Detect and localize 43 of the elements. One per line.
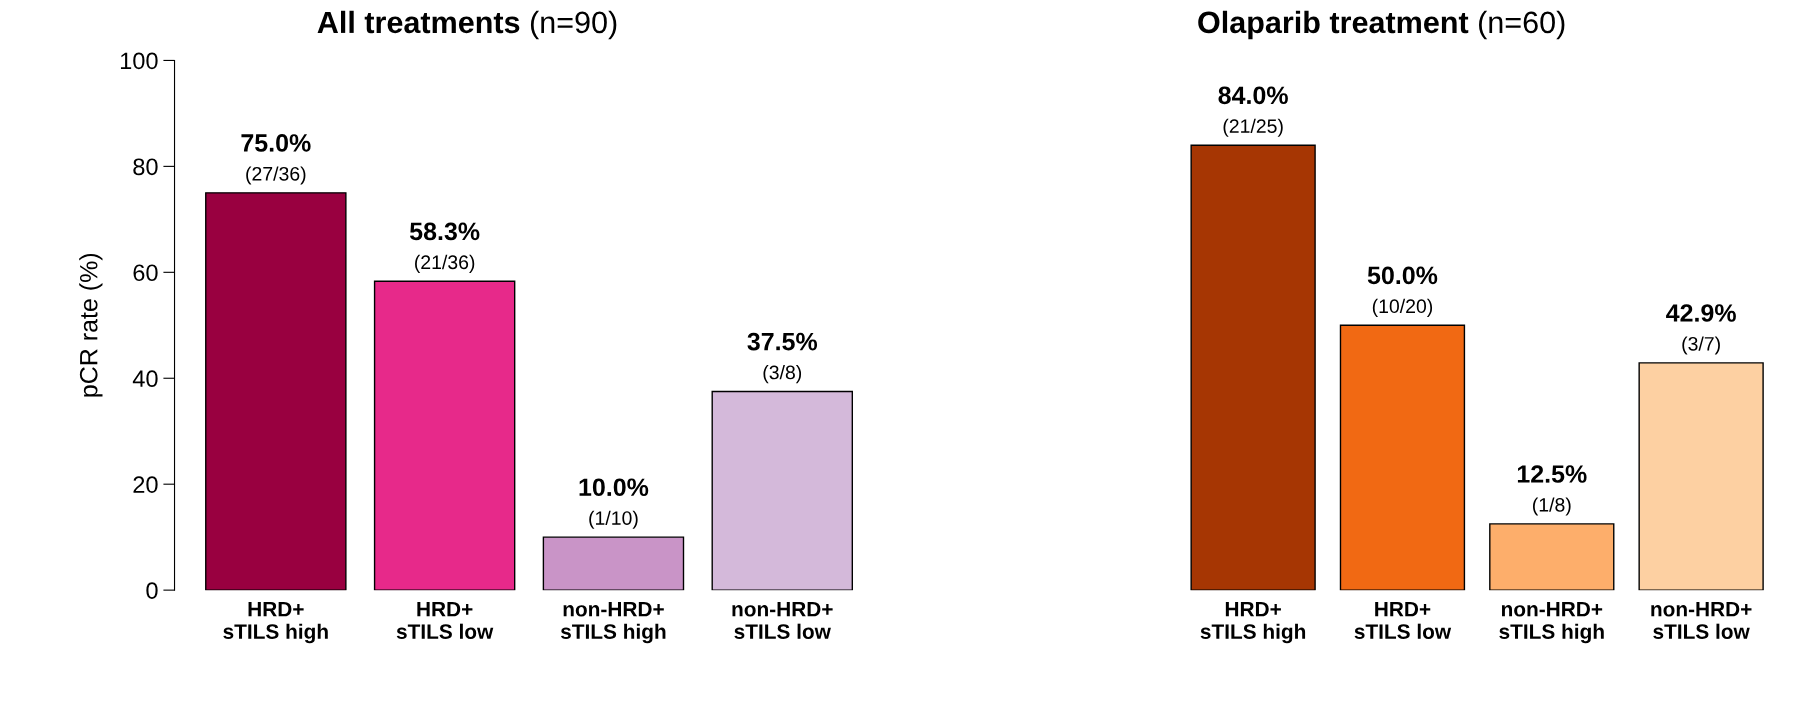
data-label: 84.0% — [1218, 86, 1288, 105]
x-tick-label: HRD+ sTILS low — [396, 602, 494, 639]
annotation: (10/20) — [1372, 298, 1433, 317]
data-label: 10.0% — [579, 478, 649, 497]
bar — [373, 280, 516, 591]
y-tick-label: 80 — [133, 158, 158, 176]
y-tick-label: 0 — [146, 582, 158, 599]
bar — [1190, 144, 1316, 591]
x-tick-label: non-HRD+ sTILS high — [1499, 602, 1604, 644]
x-tick-label: non-HRD+ sTILS high — [560, 602, 666, 644]
y-tick-label: 20 — [133, 476, 158, 493]
y-tick-label: 40 — [132, 370, 158, 388]
annotation: (21/25) — [1223, 118, 1283, 137]
data-label: 50.0% — [1367, 266, 1438, 285]
annotation: (27/36) — [246, 166, 306, 185]
annotation: (3/8) — [763, 365, 802, 384]
annotation: (3/7) — [1682, 336, 1720, 355]
annotation: (21/36) — [415, 254, 475, 273]
data-label: 58.3% — [409, 222, 480, 241]
chart-title: All treatments — [317, 10, 520, 34]
x-tick-label: non-HRD+ sTILS low — [1651, 602, 1752, 639]
y-axis-title: pCR rate (%) — [79, 253, 103, 397]
bar — [711, 390, 854, 591]
annotation: (1/8) — [1533, 497, 1571, 516]
x-tick-label: HRD+ sTILS low — [1354, 602, 1452, 639]
bar — [1489, 523, 1615, 591]
x-tick-label: HRD+ sTILS high — [1200, 602, 1306, 644]
bar — [1638, 362, 1764, 591]
x-tick-label: non-HRD+ sTILS low — [732, 602, 833, 639]
annotation: (1/10) — [589, 510, 638, 529]
data-label: 75.0% — [241, 134, 311, 152]
chart-subtitle: (n=60) — [1479, 10, 1565, 40]
bar — [205, 192, 347, 591]
bar — [1339, 324, 1466, 591]
data-label: 12.5% — [1517, 465, 1587, 483]
y-tick-label: 60 — [133, 264, 158, 282]
chart-title: Olaparib treatment — [1198, 10, 1469, 40]
data-label: 42.9% — [1666, 304, 1736, 322]
chart-subtitle: (n=90) — [530, 10, 617, 40]
y-tick-label: 100 — [120, 52, 158, 70]
bar — [542, 536, 685, 591]
x-tick-label: HRD+ sTILS high — [223, 602, 328, 644]
data-label: 37.5% — [747, 332, 818, 351]
